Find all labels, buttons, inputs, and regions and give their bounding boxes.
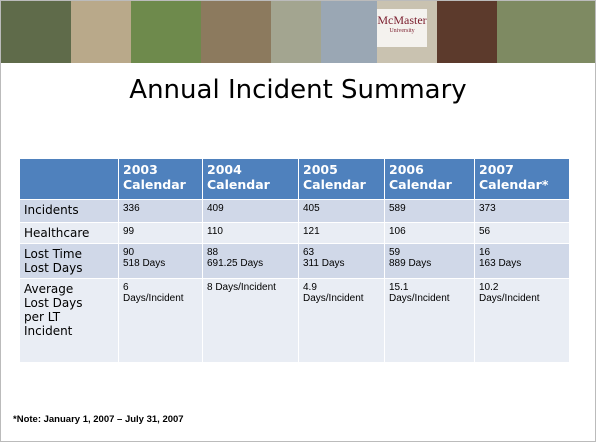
table-cell: 409 [202, 199, 299, 223]
photo [71, 1, 131, 63]
row-label: Healthcare [19, 222, 119, 244]
table-cell: 121 [298, 222, 385, 244]
footnote-marker: * [13, 414, 17, 425]
column-header: 2006 Calendar [384, 158, 475, 200]
column-header: 2005 Calendar [298, 158, 385, 200]
table-row: Average Lost Days per LT Incident 6 Days/… [19, 278, 570, 363]
photo [321, 1, 377, 63]
column-header: 2004 Calendar [202, 158, 299, 200]
table-cell: 59 889 Days [384, 243, 475, 279]
column-header [19, 158, 119, 200]
row-label: Incidents [19, 199, 119, 223]
table-cell: 56 [474, 222, 570, 244]
footnote-text: Note: January 1, 2007 – July 31, 2007 [16, 414, 184, 425]
table-cell: 336 [118, 199, 203, 223]
table-cell: 4.9 Days/Incident [298, 278, 385, 363]
logo-subtext: University [389, 28, 415, 34]
photo-banner: McMaster University [1, 1, 595, 63]
table-cell: 15.1 Days/Incident [384, 278, 475, 363]
table-cell: 90 518 Days [118, 243, 203, 279]
column-header: 2007 Calendar* [474, 158, 570, 200]
table-row: Lost Time Lost Days 90 518 Days 88 691.25 … [19, 243, 570, 279]
table-cell: 88 691.25 Days [202, 243, 299, 279]
row-label: Average Lost Days per LT Incident [19, 278, 119, 363]
photo [497, 1, 595, 63]
logo: McMaster University [377, 9, 427, 47]
logo-text: McMaster [377, 13, 427, 27]
slide-title: Annual Incident Summary [129, 75, 467, 105]
table-row: Healthcare 99 110 121 106 56 [19, 222, 570, 244]
photo [437, 1, 497, 63]
column-header: 2003 Calendar [118, 158, 203, 200]
table-cell: 63 311 Days [298, 243, 385, 279]
photo [1, 1, 71, 63]
photo [131, 1, 201, 63]
table-cell: 16 163 Days [474, 243, 570, 279]
table-cell: 8 Days/Incident [202, 278, 299, 363]
table-cell: 106 [384, 222, 475, 244]
table-row: Incidents 336 409 405 589 373 [19, 199, 570, 223]
table-cell: 110 [202, 222, 299, 244]
table-cell: 589 [384, 199, 475, 223]
photo [271, 1, 321, 63]
table-cell: 373 [474, 199, 570, 223]
table-cell: 405 [298, 199, 385, 223]
photo [201, 1, 271, 63]
incident-table: 2003 Calendar 2004 Calendar 2005 Calendar 2… [19, 158, 570, 363]
table-cell: 6 Days/Incident [118, 278, 203, 363]
header-row: 2003 Calendar 2004 Calendar 2005 Calendar 2… [19, 158, 570, 200]
footnote: *Note: January 1, 2007 – July 31, 2007 [13, 414, 184, 425]
row-label: Lost Time Lost Days [19, 243, 119, 279]
table-cell: 99 [118, 222, 203, 244]
table-cell: 10.2 Days/Incident [474, 278, 570, 363]
